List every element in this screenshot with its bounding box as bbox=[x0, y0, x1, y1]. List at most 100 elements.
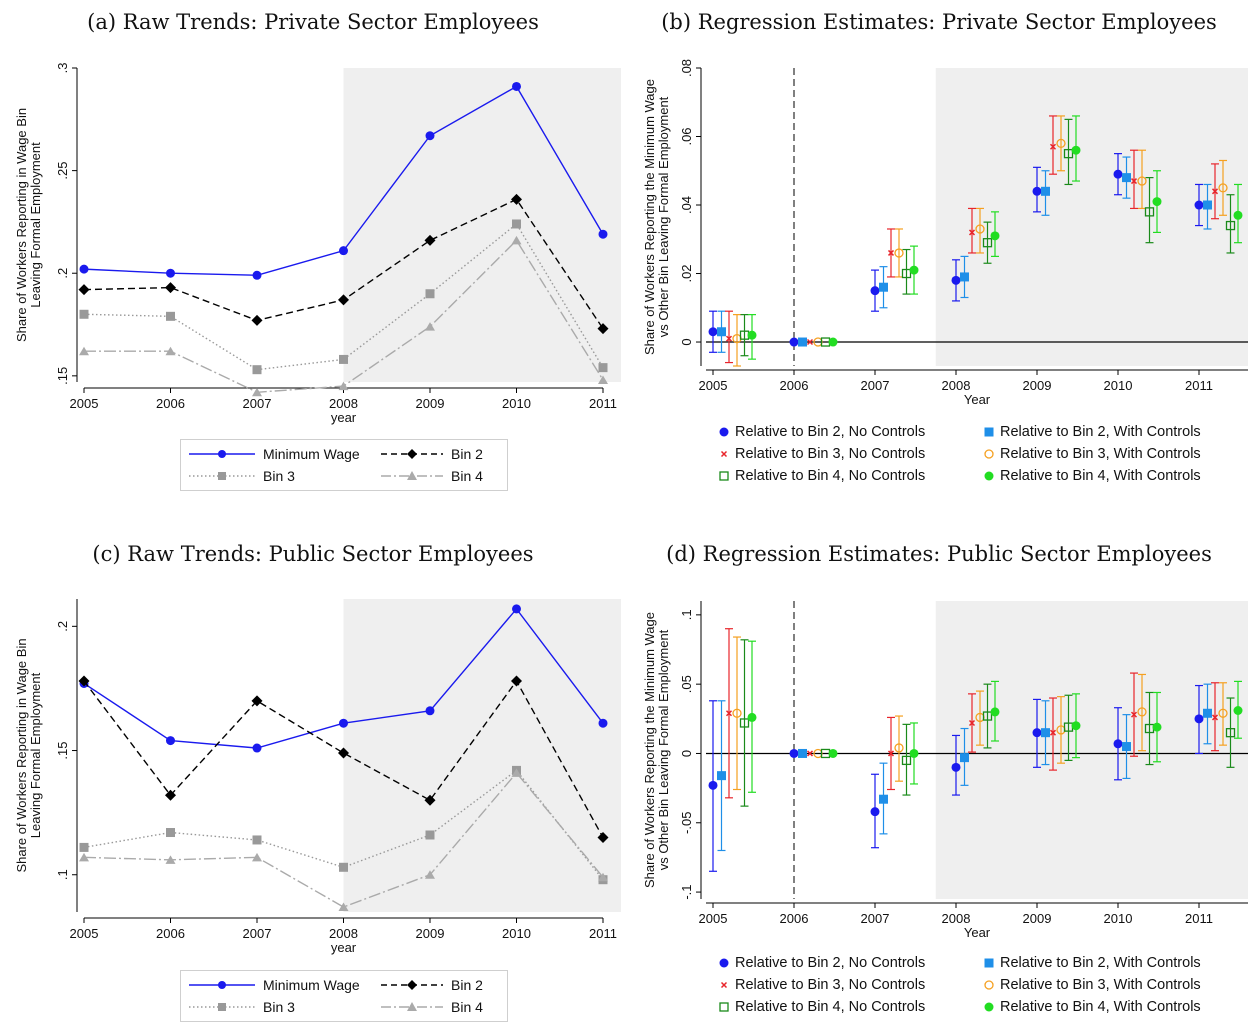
x-axis-label: year bbox=[331, 940, 357, 955]
data-point bbox=[1130, 711, 1138, 718]
data-point bbox=[1041, 728, 1050, 738]
data-point bbox=[894, 248, 904, 258]
x-tick-label: 2010 bbox=[1104, 911, 1133, 926]
legend-b: Relative to Bin 2, No Controls Relative t… bbox=[716, 422, 1246, 488]
legend-label: Relative to Bin 2, No Controls bbox=[735, 955, 926, 971]
data-point bbox=[339, 862, 348, 872]
legend-item-relative-to-bin-3-no-controls: Relative to Bin 3, No Controls bbox=[716, 975, 925, 995]
data-point bbox=[1122, 742, 1131, 752]
data-point bbox=[990, 707, 1000, 717]
data-point bbox=[166, 736, 175, 746]
x-tick-label: 2008 bbox=[329, 926, 358, 941]
data-point bbox=[79, 346, 89, 356]
y-tick-label: 0 bbox=[679, 750, 694, 757]
legend-label: Relative to Bin 3, With Controls bbox=[1000, 977, 1201, 993]
data-point bbox=[1203, 200, 1212, 210]
y-axis-label: Share of Workers Reporting in Wage BinLe… bbox=[14, 638, 43, 872]
data-point bbox=[1113, 169, 1123, 179]
data-point bbox=[1113, 739, 1123, 749]
legend-item-relative-to-bin-2-with-controls: Relative to Bin 2, With Controls bbox=[981, 953, 1201, 973]
x-axis-label: Year bbox=[964, 392, 991, 407]
data-point bbox=[339, 246, 348, 256]
data-point bbox=[338, 747, 349, 759]
data-point bbox=[901, 268, 912, 279]
legend-label: Relative to Bin 2, With Controls bbox=[1000, 955, 1201, 971]
legend-item-relative-to-bin-4-no-controls: Relative to Bin 4, No Controls bbox=[716, 997, 925, 1017]
data-point bbox=[598, 375, 608, 384]
series-relative-to-bin-2-with-controls bbox=[717, 683, 1212, 852]
data-point bbox=[424, 794, 436, 806]
data-point bbox=[1152, 722, 1162, 732]
chart-c: .1 .15 .2 2005 2006 2007 2008 2009 2010 2011 year S… bbox=[14, 599, 621, 955]
data-point bbox=[598, 363, 608, 373]
data-point bbox=[425, 870, 435, 879]
legend-item-bin-2: Bin 2 bbox=[381, 444, 501, 464]
data-point bbox=[960, 753, 969, 763]
x-tick-label: 2011 bbox=[589, 926, 617, 941]
legend-item-minimum-wage: Minimum Wage bbox=[189, 975, 360, 995]
legend-label: Relative to Bin 3, No Controls bbox=[735, 446, 926, 462]
data-point bbox=[79, 842, 89, 852]
chart-title-b: (b) Regression Estimates: Private Sector… bbox=[661, 10, 1217, 34]
data-point bbox=[717, 327, 726, 337]
x-tick-label: 2009 bbox=[1023, 378, 1052, 393]
data-point bbox=[982, 711, 993, 721]
legend-marker bbox=[984, 958, 994, 968]
legend-label: Bin 3 bbox=[263, 999, 295, 1015]
legend-item-bin-3: Bin 3 bbox=[189, 997, 359, 1017]
x-axis-label: Year bbox=[964, 925, 991, 940]
x-tick-label: 2005 bbox=[699, 911, 728, 926]
legend-marker bbox=[984, 471, 994, 481]
series-minimum-wage bbox=[79, 604, 608, 753]
data-point bbox=[511, 675, 522, 687]
data-point bbox=[425, 289, 435, 299]
data-point bbox=[1203, 708, 1212, 718]
chart-title-c: (c) Raw Trends: Public Sector Employees bbox=[92, 542, 534, 566]
legend-c: Minimum Wage Bin 2 Bin 3 Bin 4 bbox=[180, 970, 508, 1022]
series-bin-4 bbox=[79, 235, 608, 397]
data-point bbox=[870, 807, 880, 817]
chart-title-d: (d) Regression Estimates: Public Sector … bbox=[666, 542, 1212, 566]
series-relative-to-bin-2-no-controls bbox=[708, 153, 1204, 353]
x-tick-label: 2010 bbox=[502, 396, 531, 411]
legend-marker-shape bbox=[719, 958, 729, 968]
data-point bbox=[1049, 729, 1057, 736]
legend-marker-shape bbox=[984, 1002, 994, 1012]
data-point bbox=[1071, 145, 1081, 155]
y-tick-label: .02 bbox=[679, 264, 694, 282]
x-tick-label: 2007 bbox=[243, 396, 272, 411]
series-relative-to-bin-3-no-controls bbox=[725, 628, 1219, 799]
chart-b: 0 .02 .04 .06 .08 2005 2006 2007 2008 2009 2010 201… bbox=[642, 59, 1248, 407]
data-point bbox=[338, 902, 349, 912]
legend-label: Minimum Wage bbox=[263, 446, 360, 462]
data-point bbox=[901, 755, 912, 766]
y-axis-label: Share of Workers Reporting in Wage BinLe… bbox=[14, 108, 43, 342]
data-point bbox=[1032, 728, 1042, 738]
data-point bbox=[1137, 176, 1147, 186]
data-point bbox=[511, 768, 522, 777]
x-tick-label: 2010 bbox=[1104, 378, 1133, 393]
x-tick-label: 2006 bbox=[780, 378, 809, 393]
data-point bbox=[597, 323, 609, 335]
y-tick-label: .08 bbox=[679, 59, 694, 77]
series-bin-3 bbox=[79, 219, 608, 375]
y-tick-label: .1 bbox=[55, 869, 70, 880]
legend-item-relative-to-bin-4-with-controls: Relative to Bin 4, With Controls bbox=[981, 466, 1201, 486]
legend-item-relative-to-bin-3-with-controls: Relative to Bin 3, With Controls bbox=[981, 444, 1201, 464]
x-tick-label: 2006 bbox=[156, 396, 185, 411]
legend-label: Bin 2 bbox=[451, 977, 483, 993]
data-point bbox=[747, 330, 757, 340]
data-point bbox=[1194, 200, 1204, 210]
data-point bbox=[990, 231, 1000, 241]
x-tick-label: 2009 bbox=[416, 396, 445, 411]
y-tick-label: -.05 bbox=[679, 812, 694, 834]
series-relative-to-bin-4-no-controls bbox=[739, 118, 1236, 357]
data-point bbox=[708, 327, 718, 337]
panel-d: (d) Regression Estimates: Public Sector … bbox=[626, 530, 1252, 1019]
data-point bbox=[252, 852, 262, 862]
shaded-region bbox=[343, 599, 621, 912]
legend-marker-shape bbox=[719, 1002, 729, 1012]
data-point bbox=[425, 322, 435, 331]
data-point bbox=[789, 337, 799, 347]
data-point bbox=[798, 748, 807, 758]
